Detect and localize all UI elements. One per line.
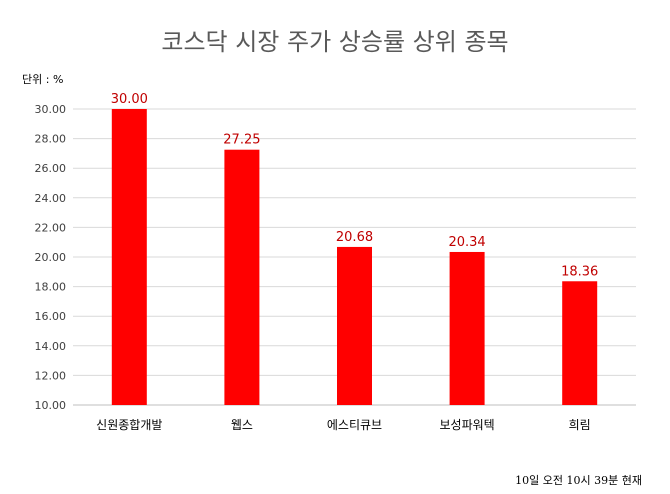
x-tick-label: 에스티큐브 [327,418,382,432]
bar [337,246,372,405]
y-tick-label: 20.00 [35,251,67,264]
data-label: 20.34 [448,235,485,250]
y-tick-label: 12.00 [35,369,67,382]
y-tick-label: 28.00 [35,133,67,146]
x-tick-label: 보성파워텍 [439,418,494,432]
y-tick-label: 10.00 [35,399,67,412]
y-tick-label: 14.00 [35,340,67,353]
y-tick-label: 16.00 [35,310,67,323]
bar [111,109,147,405]
bar [562,281,598,405]
y-tick-label: 22.00 [35,221,67,234]
unit-label: 단위 : % [22,73,64,86]
data-label: 18.36 [561,264,598,279]
chart-title: 코스닥 시장 주가 상승률 상위 종목 [161,28,509,56]
data-label: 30.00 [111,92,148,107]
data-label: 20.68 [336,230,373,245]
timestamp-footnote: 10일 오전 10시 39분 현재 [515,474,642,487]
y-tick-label: 24.00 [35,192,67,205]
y-tick-label: 26.00 [35,162,67,175]
x-tick-label: 웹스 [231,418,253,432]
y-tick-label: 30.00 [35,103,67,116]
y-tick-label: 18.00 [35,281,67,294]
bar [224,149,260,405]
bar [449,251,485,405]
x-tick-label: 희림 [569,418,591,432]
data-label: 27.25 [223,133,260,148]
x-tick-label: 신원종합개발 [96,418,162,432]
